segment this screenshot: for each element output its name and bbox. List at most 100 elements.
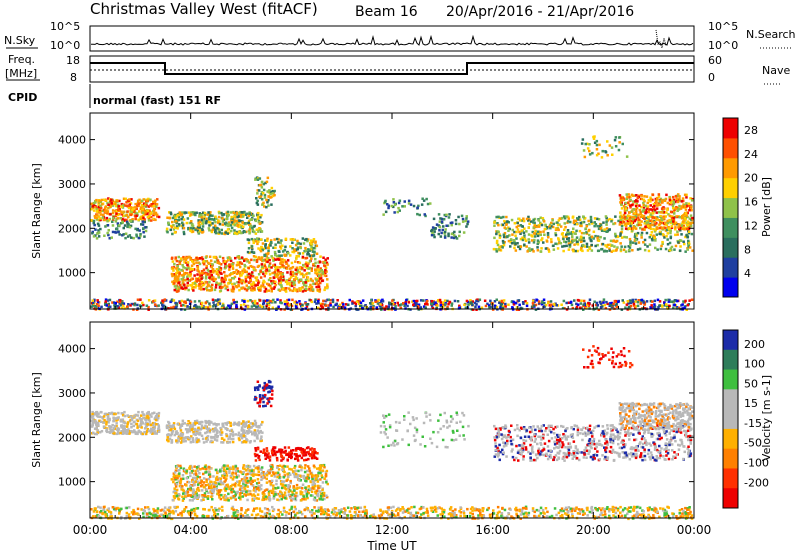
velocity-echo [221,441,225,444]
power-echo [643,217,646,220]
power-echo [242,213,246,217]
power-echo [241,279,244,282]
power-echo [563,228,566,231]
power-echo [649,306,652,309]
power-echo [218,283,221,286]
power-echo [143,226,147,229]
power-echo [671,195,675,199]
velocity-echo [100,411,103,414]
power-echo [501,223,505,226]
power-echo [93,206,96,209]
power-echo [465,215,468,218]
power-echo [519,219,522,222]
power-echo [663,301,666,304]
power-echo [582,308,585,311]
power-echo [502,233,506,236]
power-colorbar-tick-1: 8 [744,243,751,256]
power-echo [298,300,301,303]
power-echo [213,256,216,259]
power-echo [99,204,102,208]
power-echo [192,227,195,230]
velocity-echo [123,428,126,431]
cpid-label: CPID [8,91,37,104]
power-echo [318,288,322,291]
power-echo [682,224,685,228]
power-echo [649,215,652,218]
power-echo [438,225,442,229]
velocity-echo [194,433,197,437]
power-echo [619,248,623,251]
power-echo [150,203,153,206]
power-echo [431,306,435,310]
power-echo [677,226,680,229]
power-echo [610,146,614,149]
power-echo [641,228,644,231]
power-echo [663,236,666,239]
power-echo [129,304,132,307]
power-echo [298,252,301,255]
power-echo [138,201,142,205]
power-echo [92,235,96,238]
power-echo [533,232,536,235]
power-echo [523,227,526,230]
power-echo [634,227,638,230]
velocity-echo [135,422,138,426]
power-echo [622,248,626,252]
power-echo [250,250,253,254]
power-echo [536,242,539,246]
power-echo [248,212,252,215]
power-echo [177,287,181,291]
power-echo [165,306,168,310]
velocity-echo [215,428,218,432]
power-echo [191,268,195,271]
power-echo [397,201,401,205]
power-echo [235,211,239,214]
velocity-echo [133,429,136,432]
power-echo [184,258,188,261]
power-echo [608,144,612,147]
power-echo [614,215,617,218]
power-echo [498,246,501,249]
velocity-echo [123,414,127,418]
power-echo [260,221,264,224]
power-echo [239,304,243,307]
power-echo [541,217,545,220]
power-echo [273,193,276,197]
power-echo [265,289,268,292]
power-echo [121,211,124,215]
velocity-echo [245,438,248,441]
velocity-data [90,345,694,521]
power-echo [598,143,601,147]
power-echo [650,238,654,241]
power-echo [520,219,524,222]
power-echo [251,283,255,286]
power-echo [322,299,325,303]
power-echo [189,268,192,271]
power-echo [634,305,638,308]
power-echo [136,303,139,307]
power-echo [308,249,311,252]
power-echo [309,277,313,281]
power-echo [595,148,599,151]
power-echo [142,213,146,217]
power-echo [157,206,161,210]
power-echo [239,261,242,264]
power-echo [222,306,225,309]
power-echo [188,305,192,309]
power-echo [219,282,223,285]
power-echo [266,176,270,180]
power-echo [566,215,570,219]
power-echo [517,299,520,302]
power-echo [218,211,221,215]
velocity-echo [190,466,194,469]
power-echo [646,210,649,214]
power-echo [197,219,200,222]
power-echo [299,242,302,246]
power-echo [588,233,591,237]
power-echo [296,239,299,243]
power-echo [208,305,212,308]
power-echo [658,230,662,234]
power-echo [630,203,634,207]
power-echo [550,224,553,228]
power-echo [380,303,384,307]
